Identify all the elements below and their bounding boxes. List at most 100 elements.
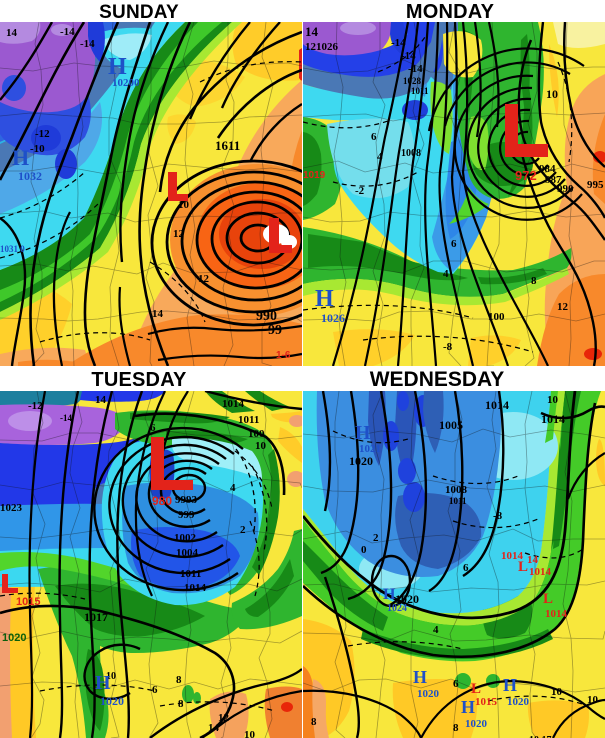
svg-text:14: 14 — [208, 722, 220, 734]
svg-text:1008: 1008 — [445, 484, 468, 496]
svg-text:-12: -12 — [28, 400, 43, 412]
svg-text:1028: 1028 — [403, 76, 422, 86]
svg-text:1031 0: 1031 0 — [0, 244, 25, 254]
svg-text:1020: 1020 — [2, 632, 26, 644]
svg-text:6: 6 — [150, 422, 156, 434]
svg-text:121026: 121026 — [305, 41, 339, 53]
svg-text:1014: 1014 — [222, 398, 245, 410]
svg-text:1015: 1015 — [16, 596, 40, 608]
svg-text:-14: -14 — [391, 37, 406, 49]
svg-text:100: 100 — [488, 311, 505, 323]
svg-text:8: 8 — [453, 722, 459, 734]
svg-text:1021: 1021 — [359, 443, 381, 455]
svg-text:10: 10 — [587, 694, 599, 706]
svg-text:984: 984 — [539, 163, 556, 175]
svg-text:4: 4 — [377, 151, 383, 163]
svg-text:H: H — [383, 586, 396, 603]
svg-text:1015: 1015 — [475, 696, 498, 708]
svg-text:-8: -8 — [443, 341, 453, 353]
svg-text:12: 12 — [198, 273, 210, 285]
svg-text:H: H — [503, 675, 517, 695]
svg-text:1002: 1002 — [174, 532, 197, 544]
svg-text:980: 980 — [152, 494, 172, 508]
svg-text:-8: -8 — [493, 510, 503, 522]
svg-text:10: 10 — [546, 87, 558, 101]
svg-text:6: 6 — [463, 562, 469, 574]
svg-text:1017: 1017 — [84, 610, 108, 624]
svg-text:1014: 1014 — [541, 412, 565, 426]
svg-text:-2: -2 — [355, 185, 365, 197]
svg-text:-14: -14 — [401, 50, 416, 62]
svg-text:0: 0 — [361, 544, 367, 556]
svg-text:995: 995 — [587, 179, 604, 191]
svg-text:99: 99 — [268, 323, 282, 338]
svg-text:1014: 1014 — [501, 550, 524, 562]
svg-text:1011: 1011 — [180, 568, 201, 580]
svg-text:6: 6 — [453, 678, 459, 690]
svg-text:1011: 1011 — [411, 86, 429, 96]
svg-text:8: 8 — [531, 275, 537, 287]
svg-text:10: 10 — [178, 199, 190, 211]
svg-text:10200: 10200 — [112, 77, 140, 89]
svg-text:1020: 1020 — [395, 592, 419, 606]
svg-text:1005: 1005 — [439, 418, 463, 432]
svg-text:8: 8 — [176, 674, 182, 686]
svg-text:1026: 1026 — [321, 311, 345, 325]
svg-text:1011: 1011 — [238, 414, 259, 426]
svg-text:100: 100 — [248, 428, 265, 440]
svg-text:8: 8 — [178, 698, 184, 710]
svg-text:4: 4 — [443, 268, 449, 280]
svg-text:6: 6 — [371, 131, 377, 143]
svg-text:H: H — [413, 667, 427, 687]
svg-text:972: 972 — [515, 168, 537, 183]
svg-text:14: 14 — [6, 27, 18, 39]
svg-text:1020: 1020 — [417, 688, 440, 700]
svg-text:1014: 1014 — [485, 398, 509, 412]
svg-text:-14: -14 — [60, 26, 75, 38]
svg-text:987: 987 — [545, 174, 562, 186]
svg-text:-12: -12 — [35, 128, 50, 140]
svg-text:H: H — [461, 697, 475, 717]
svg-text:1004: 1004 — [176, 547, 199, 559]
svg-text:1014: 1014 — [184, 582, 207, 594]
svg-text:1020: 1020 — [100, 694, 124, 708]
svg-text:12: 12 — [557, 301, 569, 313]
svg-text:4: 4 — [433, 624, 439, 636]
svg-text:H: H — [355, 422, 371, 444]
svg-text:1014: 1014 — [529, 566, 552, 578]
svg-text:999: 999 — [178, 509, 195, 521]
svg-text:990: 990 — [256, 309, 277, 324]
svg-text:1024: 1024 — [387, 603, 407, 614]
svg-text:2: 2 — [373, 532, 379, 544]
svg-text:H: H — [315, 286, 334, 312]
svg-text:-14: -14 — [408, 63, 423, 75]
svg-text:2: 2 — [240, 524, 246, 536]
svg-text:12: 12 — [173, 228, 185, 240]
svg-text:H: H — [12, 145, 29, 170]
svg-text:L: L — [543, 591, 553, 607]
svg-text:1020: 1020 — [349, 454, 373, 468]
svg-text:10: 10 — [244, 729, 256, 738]
svg-text:H: H — [108, 54, 127, 80]
svg-text:6: 6 — [152, 684, 158, 696]
svg-text:L: L — [518, 559, 528, 575]
svg-text:8: 8 — [311, 716, 317, 728]
svg-text:14: 14 — [527, 554, 539, 566]
svg-text:6: 6 — [451, 238, 457, 250]
svg-text:10 17: 10 17 — [529, 735, 552, 738]
svg-text:10: 10 — [551, 686, 563, 698]
svg-text:1019: 1019 — [303, 170, 326, 181]
svg-text:1014: 1014 — [545, 608, 568, 620]
svg-text:-14: -14 — [80, 38, 95, 50]
svg-text:4: 4 — [230, 482, 236, 494]
svg-text:1008: 1008 — [401, 148, 421, 159]
svg-text:1023: 1023 — [0, 502, 23, 514]
svg-text:9993: 9993 — [175, 494, 198, 506]
svg-text:14: 14 — [95, 394, 107, 406]
svg-text:1020: 1020 — [465, 718, 488, 730]
svg-text:990: 990 — [557, 183, 574, 195]
svg-text:14: 14 — [305, 24, 319, 39]
svg-text:-14: -14 — [60, 413, 72, 423]
svg-text:-10: -10 — [30, 143, 45, 155]
svg-text:1611: 1611 — [215, 138, 240, 153]
